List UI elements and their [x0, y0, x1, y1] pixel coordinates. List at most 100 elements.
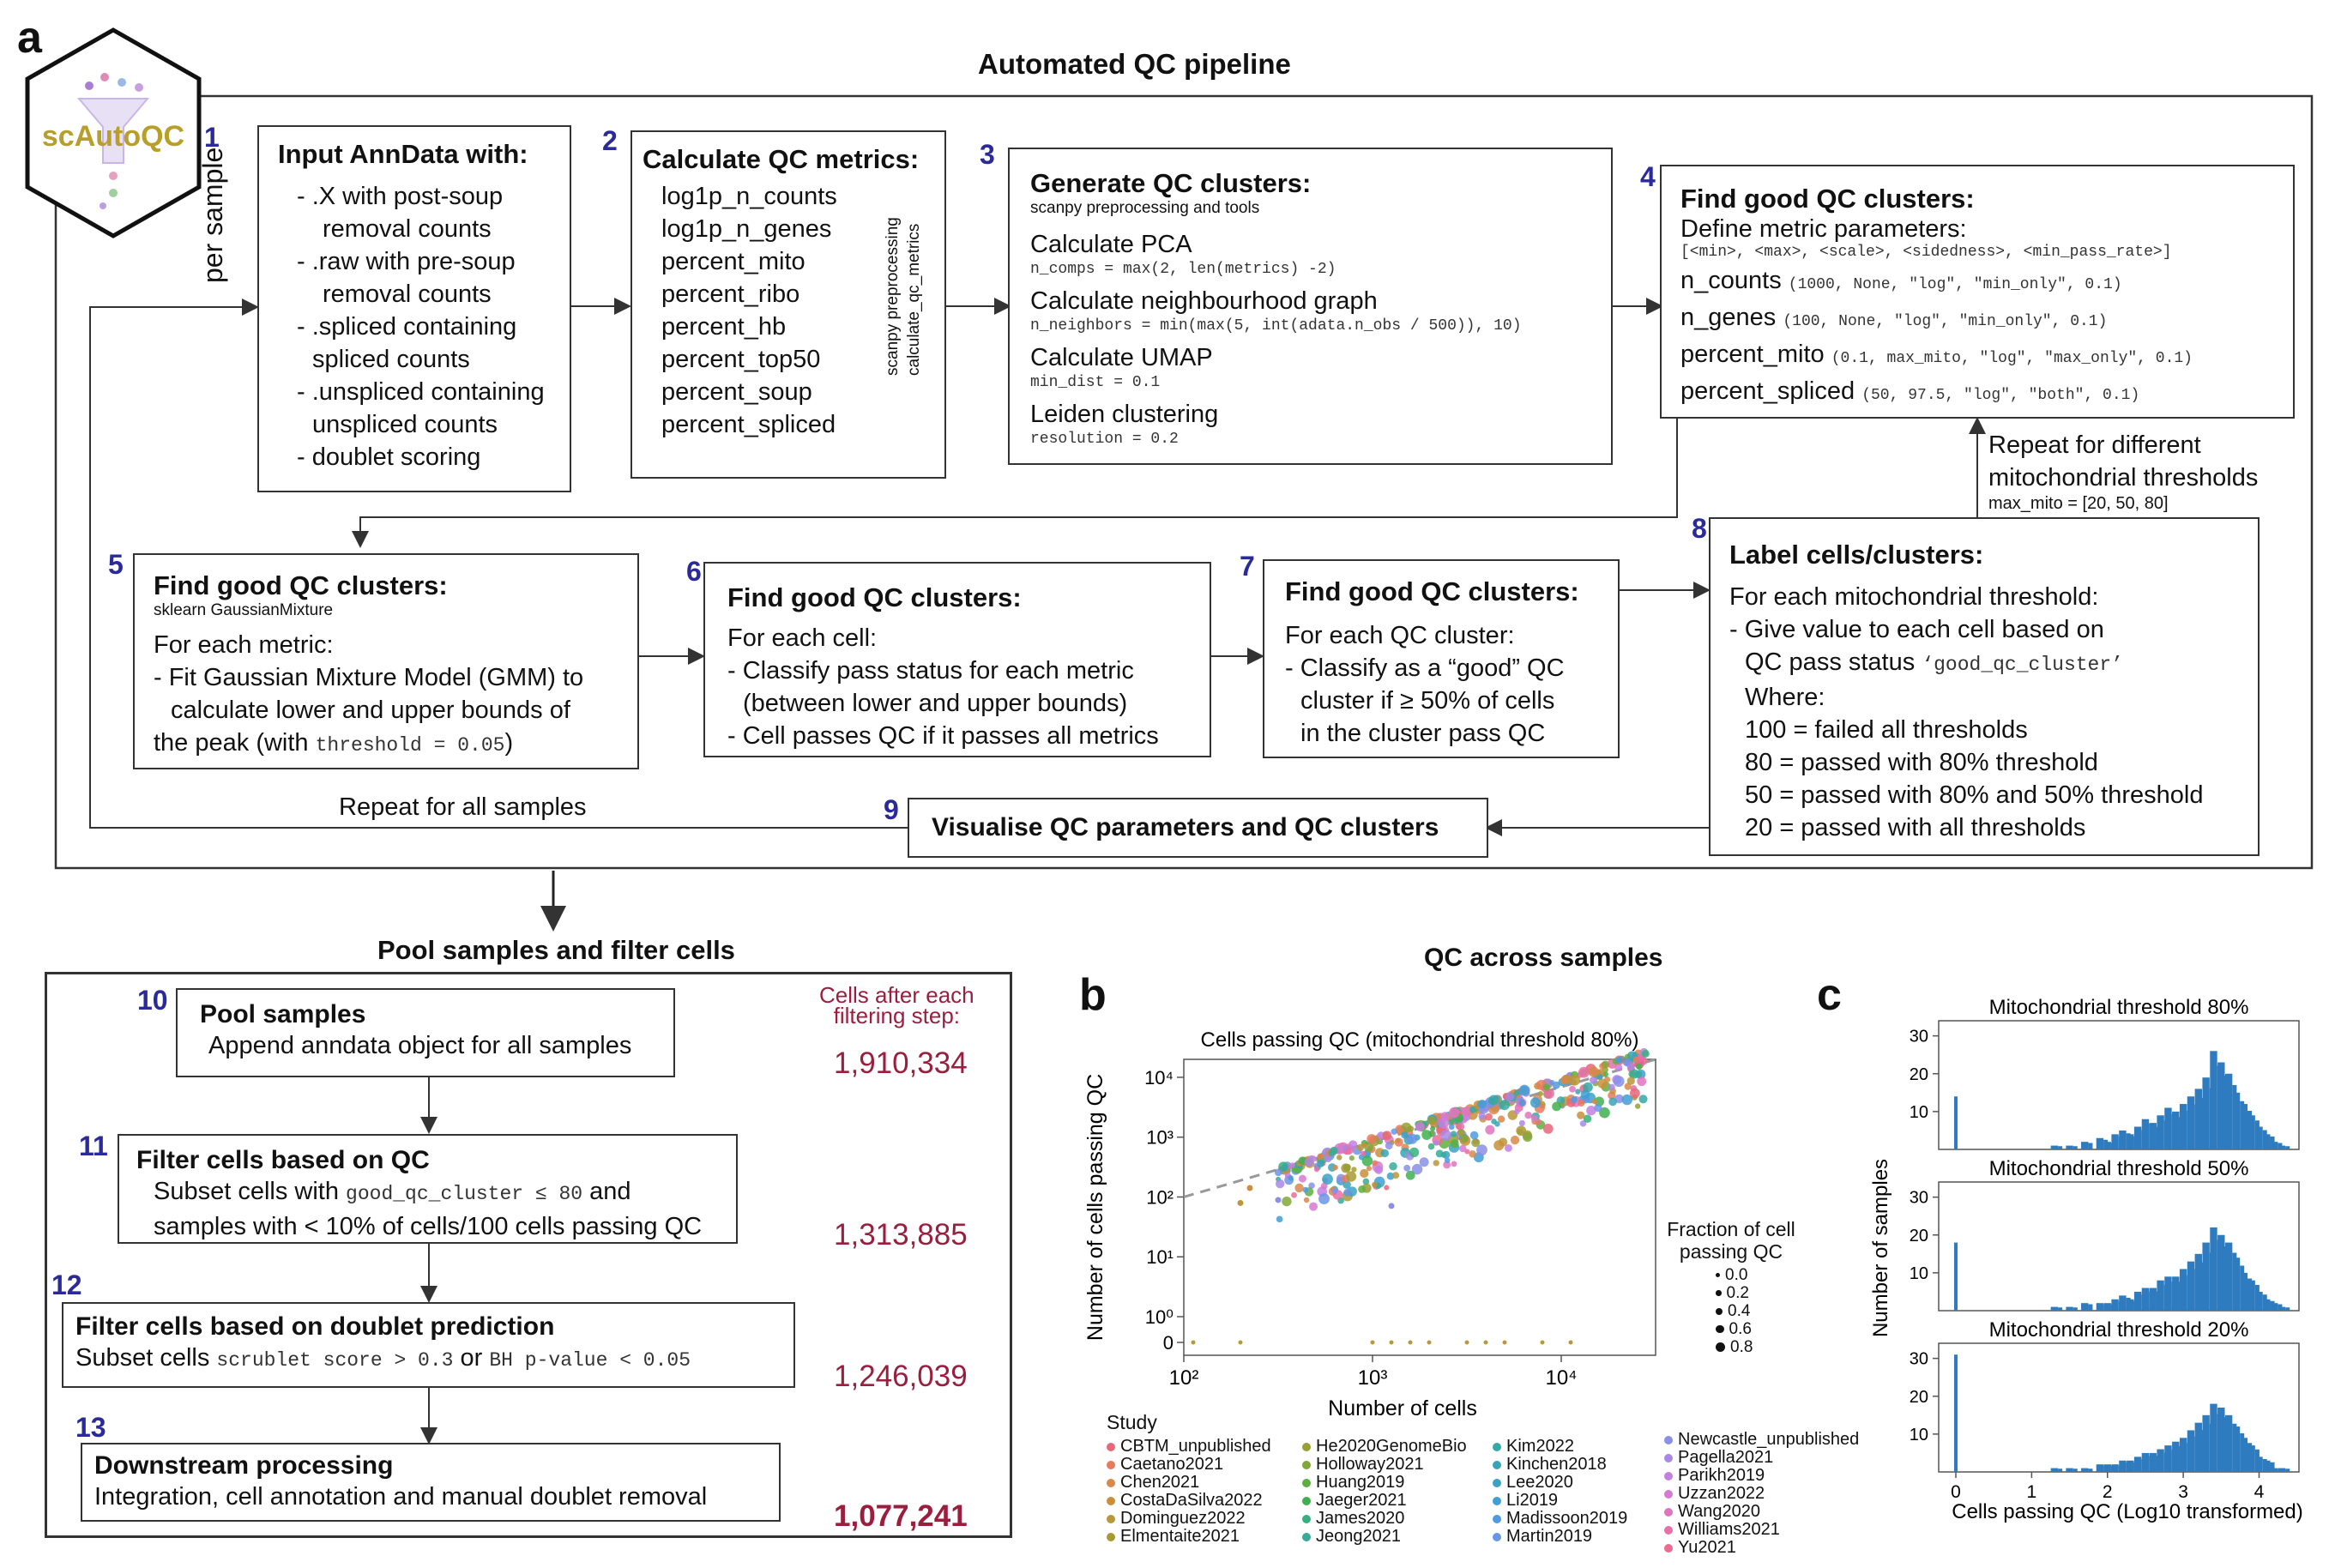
legend-dot [1302, 1443, 1311, 1451]
step-6-line: For each cell: [727, 624, 878, 652]
data-point [1602, 1060, 1610, 1069]
legend-label: Pagella2021 [1678, 1448, 1774, 1467]
cells-header-line: filtering step: [833, 1003, 961, 1028]
legend-label: Kinchen2018 [1506, 1455, 1607, 1474]
data-point [1589, 1076, 1597, 1084]
data-point [1517, 1128, 1523, 1135]
histogram-bar [2255, 1291, 2263, 1311]
step-8-line: 20 = passed with all thresholds [1745, 814, 2086, 841]
step-8-line: 80 = passed with 80% threshold [1745, 749, 2098, 776]
step-1-line: - .spliced containing [297, 313, 517, 341]
step-11-number: 11 [79, 1131, 108, 1161]
step-1-line: removal counts [323, 215, 492, 243]
metric-item: percent_ribo [661, 280, 800, 308]
size-legend-item: 0.2 [1716, 1284, 1753, 1302]
step-1-box: Input AnnData with: - .X with post-soup … [257, 125, 571, 492]
data-point [1330, 1146, 1338, 1155]
histogram-bar [2141, 1452, 2150, 1472]
legend-dot [1664, 1436, 1673, 1444]
step-11-line: Subset cells with good_qc_cluster ≤ 80 a… [154, 1175, 736, 1210]
step-5-line: For each metric: [154, 631, 334, 659]
data-point [1635, 1063, 1643, 1070]
y-tick-label: 10 [1910, 1103, 1928, 1122]
legend-dot [1493, 1497, 1501, 1505]
data-point [1510, 1135, 1520, 1145]
step-12-box: Filter cells based on doublet prediction… [62, 1302, 795, 1388]
data-point [1575, 1089, 1581, 1095]
histogram-bar [2172, 1276, 2180, 1311]
data-point [1345, 1171, 1357, 1182]
histogram-bar [2164, 1276, 2172, 1311]
legend-dot [1664, 1472, 1673, 1481]
step-5-line: calculate lower and upper bounds of [171, 697, 570, 724]
step-6-line: - Classify pass status for each metric [727, 657, 1134, 684]
step-2-number: 2 [602, 125, 618, 156]
legend-dot [1302, 1497, 1311, 1505]
legend-entry: Huang2019 [1302, 1473, 1404, 1493]
metric-item: log1p_n_counts [661, 183, 837, 210]
step-5-title: Find good QC clusters: [154, 570, 448, 600]
data-point [1579, 1120, 1587, 1127]
data-point [1588, 1066, 1599, 1077]
legend-entry: Wang2020 [1664, 1502, 1760, 1522]
legend-dot [1302, 1515, 1311, 1523]
legend-dot [1664, 1526, 1673, 1535]
zero-point [1540, 1340, 1545, 1345]
data-point [1361, 1142, 1367, 1149]
x-tick-label: 4 [2254, 1482, 2265, 1502]
step-8-line: 100 = failed all thresholds [1745, 716, 2028, 744]
data-point [1288, 1175, 1294, 1181]
legend-label: Li2019 [1506, 1491, 1559, 1510]
chart-title: Cells passing QC (mitochondrial threshol… [1201, 1028, 1639, 1052]
y-tick-label: 10² [1146, 1186, 1174, 1208]
scatter-chart: Cells passing QC (mitochondrial threshol… [1083, 1028, 1656, 1420]
data-point [1302, 1186, 1309, 1193]
step-7-line: in the cluster pass QC [1300, 720, 1546, 747]
histogram-bar [2202, 1414, 2210, 1472]
data-point [1626, 1063, 1635, 1071]
legend-label: Madissoon2019 [1506, 1509, 1628, 1528]
histogram-bar [2270, 1462, 2275, 1472]
histogram-bar [2194, 1422, 2202, 1472]
data-point [1372, 1181, 1378, 1188]
data-point [1596, 1074, 1603, 1080]
zero-point [1464, 1340, 1469, 1345]
step-7-line: - Classify as a “good” QC [1285, 654, 1565, 682]
legend-entry: He2020GenomeBio [1302, 1437, 1467, 1456]
metric-values: (50, 97.5, "log", "both", 0.1) [1861, 387, 2140, 404]
histogram-title: Mitochondrial threshold 50% [1989, 1157, 2249, 1180]
data-point [1407, 1133, 1418, 1144]
data-point [1457, 1128, 1465, 1137]
data-point [1615, 1056, 1623, 1064]
cells-header: Cells after each filtering step: [819, 984, 974, 1028]
data-point [1444, 1157, 1451, 1163]
data-point [1342, 1145, 1349, 1151]
histogram-bar [2263, 1460, 2271, 1472]
histogram-bar [2240, 1104, 2248, 1149]
histogram-bar [2111, 1299, 2119, 1311]
histogram-bar [2278, 1468, 2286, 1472]
y-tick-label: 10 [1910, 1426, 1928, 1444]
step-2-side-label: scanpy preprocessing [884, 217, 902, 376]
zero-point [1238, 1340, 1243, 1345]
data-point [1578, 1066, 1590, 1078]
y-tick-label: 20 [1910, 1388, 1928, 1407]
histogram-bar [2088, 1468, 2093, 1472]
step-9-number: 9 [884, 794, 899, 825]
step-1-line: - .raw with pre-soup [297, 248, 516, 275]
legend-dot [1493, 1515, 1501, 1523]
data-point [1366, 1166, 1372, 1172]
size-dot [1716, 1290, 1722, 1296]
step-8-box: Label cells/clusters: For each mitochond… [1709, 517, 2260, 856]
histogram-bar [2224, 1073, 2233, 1149]
histogram-bar [1954, 1242, 1958, 1311]
histogram-bar [2194, 1089, 2202, 1149]
data-point [1469, 1150, 1476, 1158]
data-point [1518, 1099, 1526, 1107]
step-7-line: cluster if ≥ 50% of cells [1300, 687, 1555, 715]
data-point [1518, 1119, 1525, 1126]
legend-dot [1664, 1454, 1673, 1462]
data-point [1537, 1091, 1543, 1097]
legend-label: CostaDaSilva2022 [1120, 1491, 1263, 1510]
data-point [1427, 1115, 1436, 1125]
